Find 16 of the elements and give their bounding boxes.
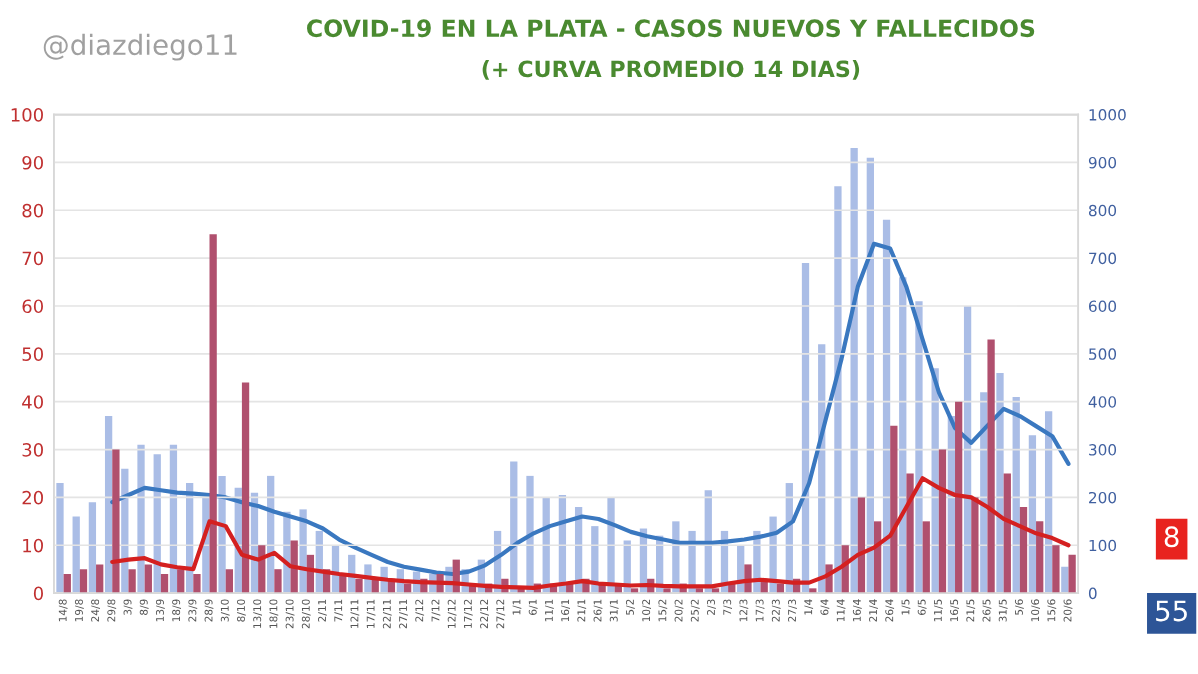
y-tick-label: 30 xyxy=(22,443,43,457)
y-tick-label: 70 xyxy=(22,251,43,266)
y-tick-label: 80 xyxy=(22,203,43,218)
y-tick-label: 20 xyxy=(22,490,43,505)
y-tick-label: 50 xyxy=(22,347,43,361)
y-tick-label: 40 xyxy=(22,395,43,409)
chart-title: COVID-19 EN LA PLATA - CASOS NUEVOS Y FALLECIDOS xyxy=(307,19,1035,38)
y-tick-label: 10 xyxy=(23,538,43,553)
chart-subtitle: (+ CURVA PROMEDIO 14 DIAS) xyxy=(482,60,860,80)
y-tick-label: 90 xyxy=(22,155,43,170)
text: 55 xyxy=(1156,600,1187,622)
y-tick-label: 60 xyxy=(22,299,43,314)
text: @diazdiego11 xyxy=(43,33,237,61)
text: 8 xyxy=(1164,526,1179,548)
y-tick-label: 0 xyxy=(33,586,43,601)
y-tick-label: 100 xyxy=(11,108,43,122)
